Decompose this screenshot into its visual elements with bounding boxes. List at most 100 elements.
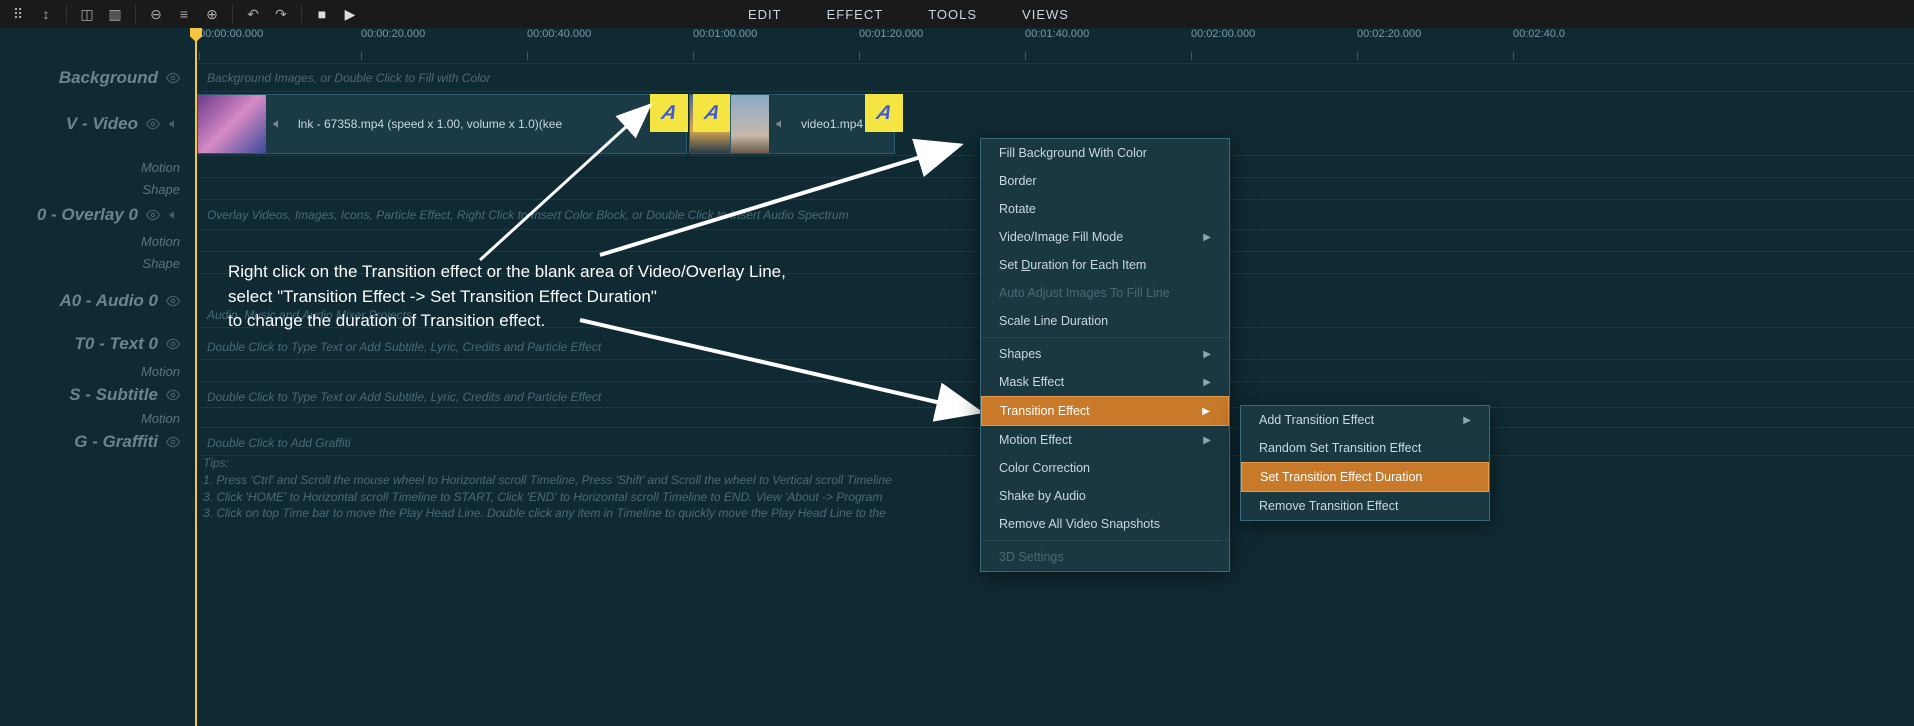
eye-icon[interactable] [146,208,160,222]
eye-icon[interactable] [166,294,180,308]
track-label-background: Background [0,64,195,92]
menu-item-motion-effect[interactable]: Motion Effect▶ [981,426,1229,454]
speaker-icon[interactable] [168,118,180,130]
menu-item-fill-bg[interactable]: Fill Background With Color [981,139,1229,167]
track-labels: Background V - Video Motion Shape 0 - Ov… [0,64,195,726]
separator [135,5,136,23]
label-text: Motion [141,364,180,379]
menu-item-border[interactable]: Border [981,167,1229,195]
context-menu: Fill Background With Color Border Rotate… [980,138,1230,572]
track-label-audio: A0 - Audio 0 [0,274,195,328]
submenu-item-set-duration[interactable]: Set Transition Effect Duration [1241,462,1489,492]
label-text: S - Subtitle [69,385,158,405]
label-text: Motion [141,411,180,426]
track-background[interactable]: Background Images, or Double Click to Fi… [195,64,1914,92]
label-text: Background [59,68,158,88]
stop-icon[interactable]: ■ [312,4,332,24]
menu-tools[interactable]: TOOLS [928,7,977,22]
toolbar: ⠿ ↕ ◫ ▥ ⊖ ≡ ⊕ ↶ ↷ ■ ▶ EDIT EFFECT TOOLS … [0,0,1914,28]
ruler-tick: 00:00:00.000 [199,28,263,40]
eye-icon[interactable] [146,117,160,131]
submenu-item-add[interactable]: Add Transition Effect▶ [1241,406,1489,434]
video-clip-1[interactable]: lnk - 67358.mp4 (speed x 1.00, volume x … [197,94,687,154]
annotation-line: to change the duration of Transition eff… [228,309,786,334]
playhead[interactable] [195,28,197,726]
eye-icon[interactable] [166,337,180,351]
track-label-subtitle: S - Subtitle [0,382,195,408]
menu-item-shapes[interactable]: Shapes▶ [981,340,1229,368]
menu-item-transition-effect[interactable]: Transition Effect▶ [981,396,1229,426]
track-label-shape: Shape [0,252,195,274]
track-label-motion: Motion [0,408,195,428]
transition-badge[interactable] [650,94,688,132]
speaker-icon[interactable] [168,209,180,221]
track-label-video: V - Video [0,92,195,156]
menu-item-fill-mode[interactable]: Video/Image Fill Mode▶ [981,223,1229,251]
ruler-tick: 00:01:40.000 [1025,28,1089,40]
play-icon[interactable]: ▶ [340,4,360,24]
menu-item-shake-audio[interactable]: Shake by Audio [981,482,1229,510]
zoom-reset-icon[interactable]: ≡ [174,4,194,24]
panel-split-icon[interactable]: ▥ [105,4,125,24]
menu-separator [981,540,1229,541]
track-label-motion: Motion [0,156,195,178]
track-label-motion: Motion [0,230,195,252]
menu-item-remove-snapshots[interactable]: Remove All Video Snapshots [981,510,1229,538]
label-text: Shape [142,182,180,197]
zoom-in-icon[interactable]: ⊕ [202,4,222,24]
clip-thumbnail [198,95,266,153]
menu-edit[interactable]: EDIT [748,7,782,22]
clip-thumbnail [731,95,769,153]
tips-line: 3. Click 'HOME' to Horizontal scroll Tim… [203,489,892,506]
transition-badge[interactable] [865,94,903,132]
menu-effect[interactable]: EFFECT [827,7,884,22]
label-text: Motion [141,234,180,249]
annotation-line: Right click on the Transition effect or … [228,260,786,285]
submenu-item-random[interactable]: Random Set Transition Effect [1241,434,1489,462]
menu-item-scale-line[interactable]: Scale Line Duration [981,307,1229,335]
transition-badge[interactable] [693,94,731,132]
submenu-item-remove[interactable]: Remove Transition Effect [1241,492,1489,520]
submenu-arrow-icon: ▶ [1463,415,1471,426]
menu-separator [981,337,1229,338]
eye-icon[interactable] [166,435,180,449]
track-label-graffiti: G - Graffiti [0,428,195,456]
undo-icon[interactable]: ↶ [243,4,263,24]
tracks-area: Background V - Video Motion Shape 0 - Ov… [0,64,1914,726]
menu-item-color-correction[interactable]: Color Correction [981,454,1229,482]
label-text: A0 - Audio 0 [59,291,158,311]
menu-item-mask-effect[interactable]: Mask Effect▶ [981,368,1229,396]
eye-icon[interactable] [166,71,180,85]
label-text: 0 - Overlay 0 [37,205,138,225]
submenu-arrow-icon: ▶ [1203,349,1211,360]
eye-icon[interactable] [166,388,180,402]
tips-line: 3. Click on top Time bar to move the Pla… [203,505,892,522]
submenu-arrow-icon: ▶ [1203,377,1211,388]
menu-item-set-duration[interactable]: Set Duration for Each Item [981,251,1229,279]
separator [232,5,233,23]
timeline-ruler[interactable]: 00:00:00.000 00:00:20.000 00:00:40.000 0… [195,28,1914,64]
separator [66,5,67,23]
menu-item-rotate[interactable]: Rotate [981,195,1229,223]
track-label-overlay: 0 - Overlay 0 [0,200,195,230]
menubar: EDIT EFFECT TOOLS VIEWS [748,7,1069,22]
track-label-shape: Shape [0,178,195,200]
speaker-icon [272,118,284,130]
tips-text: Tips: 1. Press 'Ctrl' and Scroll the mou… [203,455,892,522]
label-text: T0 - Text 0 [75,334,158,354]
panel-left-icon[interactable]: ◫ [77,4,97,24]
menu-views[interactable]: VIEWS [1022,7,1069,22]
label-text: Motion [141,160,180,175]
submenu-arrow-icon: ▶ [1203,232,1211,243]
ruler-tick: 00:02:00.000 [1191,28,1255,40]
zoom-out-icon[interactable]: ⊖ [146,4,166,24]
tips-line: 1. Press 'Ctrl' and Scroll the mouse whe… [203,472,892,489]
menu-item-3d-settings: 3D Settings [981,543,1229,571]
ruler-tick: 00:02:40.0 [1513,28,1565,40]
grid-icon[interactable]: ⠿ [8,4,28,24]
ruler-tick: 00:01:20.000 [859,28,923,40]
ruler-tick: 00:01:00.000 [693,28,757,40]
redo-icon[interactable]: ↷ [271,4,291,24]
updown-icon[interactable]: ↕ [36,4,56,24]
placeholder-text: Background Images, or Double Click to Fi… [195,63,502,93]
